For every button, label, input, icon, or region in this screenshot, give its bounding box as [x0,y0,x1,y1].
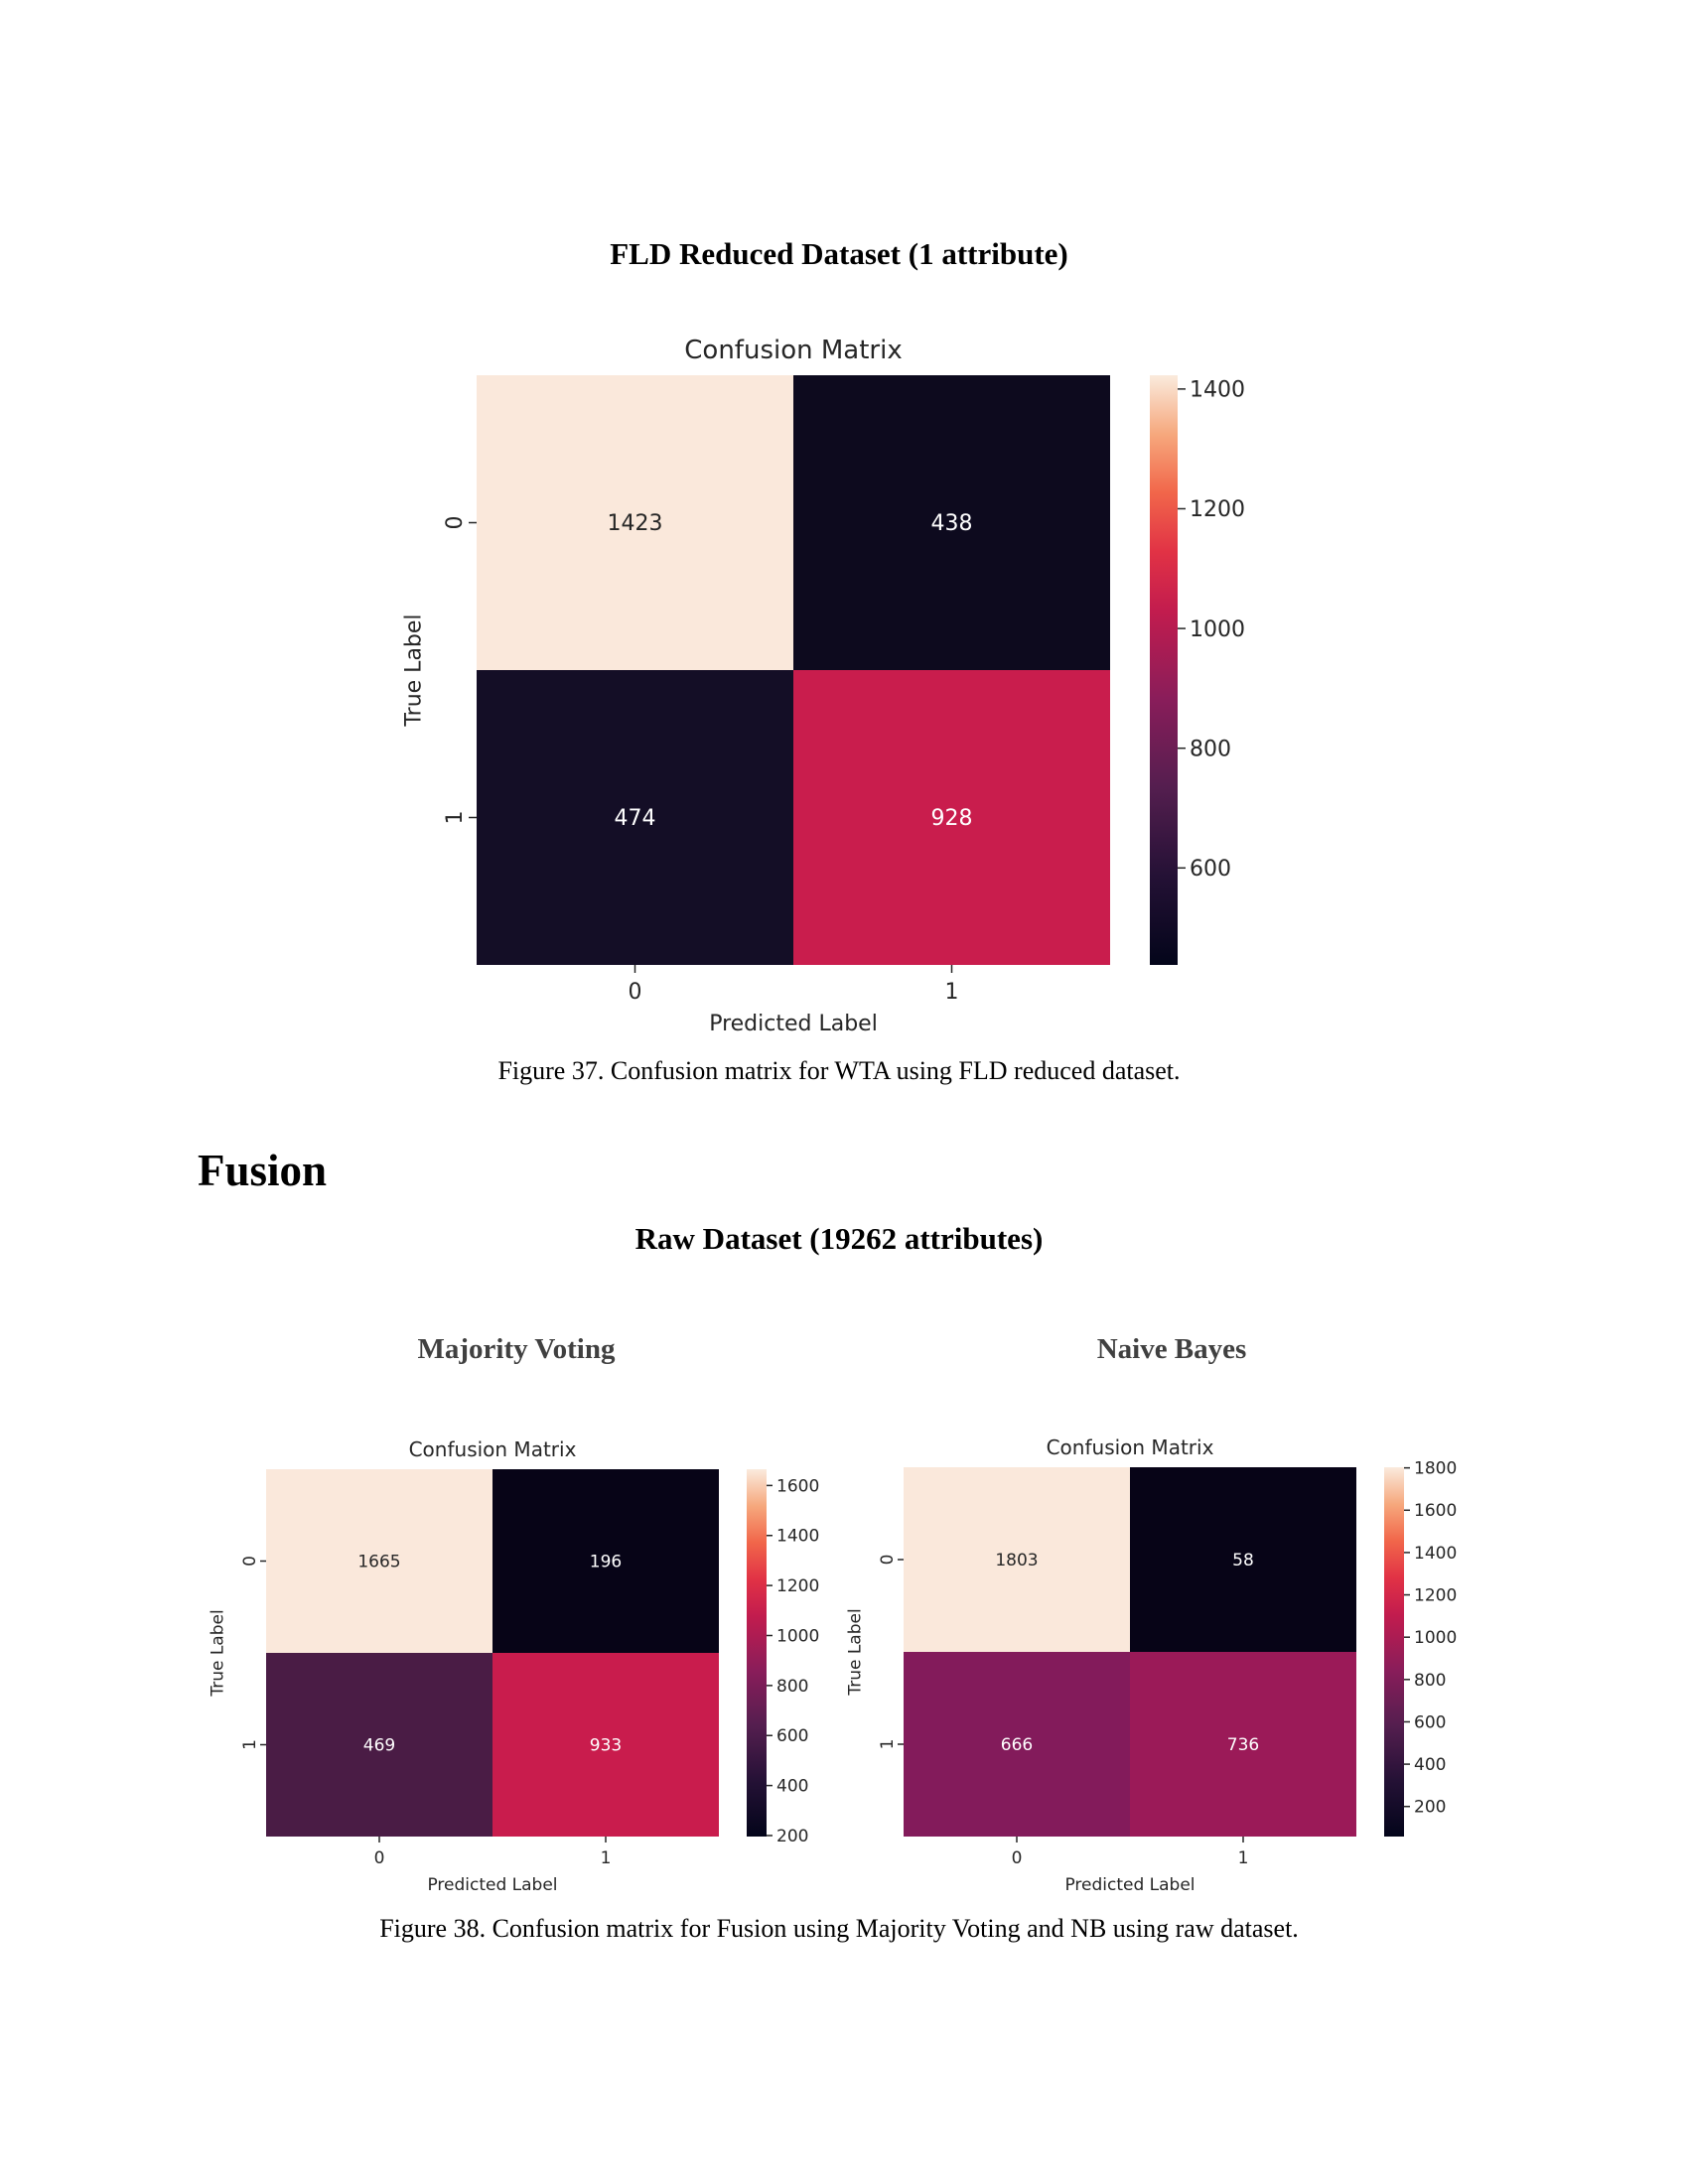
majority-voting-title: Majority Voting [417,1333,616,1365]
y-tick-label-1: 1 [240,1739,260,1750]
x-tick-label-1: 1 [1238,1848,1249,1868]
confusion-matrix-fld: Confusion Matrix 1423 438 474 928 0 1 0 1 Predict… [402,336,1245,1036]
colorbar-tick-label-1: 400 [1414,1755,1446,1775]
colorbar-tick-label-0: 600 [1190,857,1231,882]
colorbar-tick-label-3: 800 [1414,1671,1446,1691]
cell-value-1-1: 928 [931,806,973,831]
colorbar-tick-label-0: 200 [776,1827,808,1846]
colorbar [747,1469,767,1837]
confusion-matrix-naive-bayes: Confusion Matrix 1803 58 666 736 0 1 0 1 Predicte… [846,1435,1458,1895]
matrix-cell-1-0 [904,1652,1130,1837]
matrix-cell-1-0 [477,670,793,965]
colorbar-tick-label-6: 1400 [1414,1544,1457,1564]
matrix-cell-1-1 [492,1653,719,1837]
cell-value-0-1: 58 [1232,1551,1254,1570]
matrix-cell-1-1 [793,670,1110,965]
figure-38-caption: Figure 38. Confusion matrix for Fusion u… [379,1914,1299,1943]
colorbar-tick-label-0: 200 [1414,1798,1446,1818]
cell-value-0-0: 1665 [357,1552,400,1571]
x-tick-label-0: 0 [374,1848,385,1868]
cell-value-0-0: 1803 [995,1551,1038,1570]
cell-value-1-0: 666 [1001,1735,1033,1755]
matrix-cell-0-1 [1130,1467,1356,1652]
colorbar-tick-label-2: 600 [776,1726,808,1746]
cell-value-1-1: 736 [1227,1735,1259,1755]
chart-title: Confusion Matrix [684,336,902,365]
colorbar-tick-label-3: 800 [776,1677,808,1697]
y-tick-label-0: 0 [240,1556,260,1567]
colorbar-tick-label-1: 400 [776,1777,808,1797]
x-tick-label-0: 0 [629,980,642,1005]
matrix-cell-0-1 [793,375,1110,670]
cell-value-0-1: 438 [931,511,973,536]
colorbar-tick-label-5: 1200 [1414,1585,1457,1605]
figure-37-caption: Figure 37. Confusion matrix for WTA usin… [497,1056,1181,1085]
y-axis-label: True Label [402,614,427,727]
cell-value-0-0: 1423 [608,511,663,536]
cell-value-1-0: 474 [615,806,656,831]
chart-title: Confusion Matrix [1047,1435,1214,1459]
colorbar-tick-label-3: 1200 [1190,497,1245,522]
x-tick-label-1: 1 [945,980,959,1005]
colorbar [1150,375,1178,965]
colorbar-tick-label-4: 1000 [776,1626,819,1646]
matrix-cell-0-0 [477,375,793,670]
cell-value-1-1: 933 [590,1735,622,1755]
colorbar-tick-label-8: 1800 [1414,1459,1457,1479]
colorbar-tick-label-5: 1200 [776,1576,819,1596]
y-tick-label-0: 0 [443,516,468,530]
raw-dataset-subtitle: Raw Dataset (19262 attributes) [634,1221,1044,1256]
y-tick-label-0: 0 [878,1555,898,1566]
naive-bayes-title: Naive Bayes [1096,1333,1247,1365]
matrix-cell-1-1 [1130,1652,1356,1837]
x-axis-label: Predicted Label [427,1875,557,1895]
colorbar-tick-label-7: 1600 [1414,1501,1457,1521]
x-tick-label-1: 1 [601,1848,612,1868]
colorbar-tick-label-4: 1400 [1190,378,1245,403]
colorbar [1384,1467,1404,1837]
y-axis-label: True Label [846,1608,866,1696]
colorbar-tick-label-7: 1600 [776,1476,819,1496]
y-tick-label-1: 1 [878,1739,898,1750]
x-axis-label: Predicted Label [709,1012,878,1036]
chart-title: Confusion Matrix [409,1437,577,1461]
y-tick-label-1: 1 [443,811,468,825]
matrix-cell-0-0 [904,1467,1130,1652]
cell-value-0-1: 196 [590,1552,622,1571]
fld-dataset-subtitle: FLD Reduced Dataset (1 attribute) [610,236,1068,271]
colorbar-tick-label-2: 1000 [1190,617,1245,642]
matrix-cell-1-0 [266,1653,492,1837]
y-axis-label: True Label [209,1609,228,1697]
x-tick-label-0: 0 [1012,1848,1023,1868]
matrix-cell-0-0 [266,1469,492,1653]
x-axis-label: Predicted Label [1064,1875,1195,1895]
cell-value-1-0: 469 [363,1735,395,1755]
colorbar-tick-label-4: 1000 [1414,1628,1457,1648]
matrix-cell-0-1 [492,1469,719,1653]
colorbar-tick-label-6: 1400 [776,1527,819,1547]
confusion-matrix-majority-voting: Confusion Matrix 1665 196 469 933 0 1 0 1 Predict… [209,1437,820,1895]
colorbar-tick-label-2: 600 [1414,1712,1446,1732]
fusion-heading: Fusion [198,1146,328,1195]
colorbar-tick-label-1: 800 [1190,737,1231,761]
